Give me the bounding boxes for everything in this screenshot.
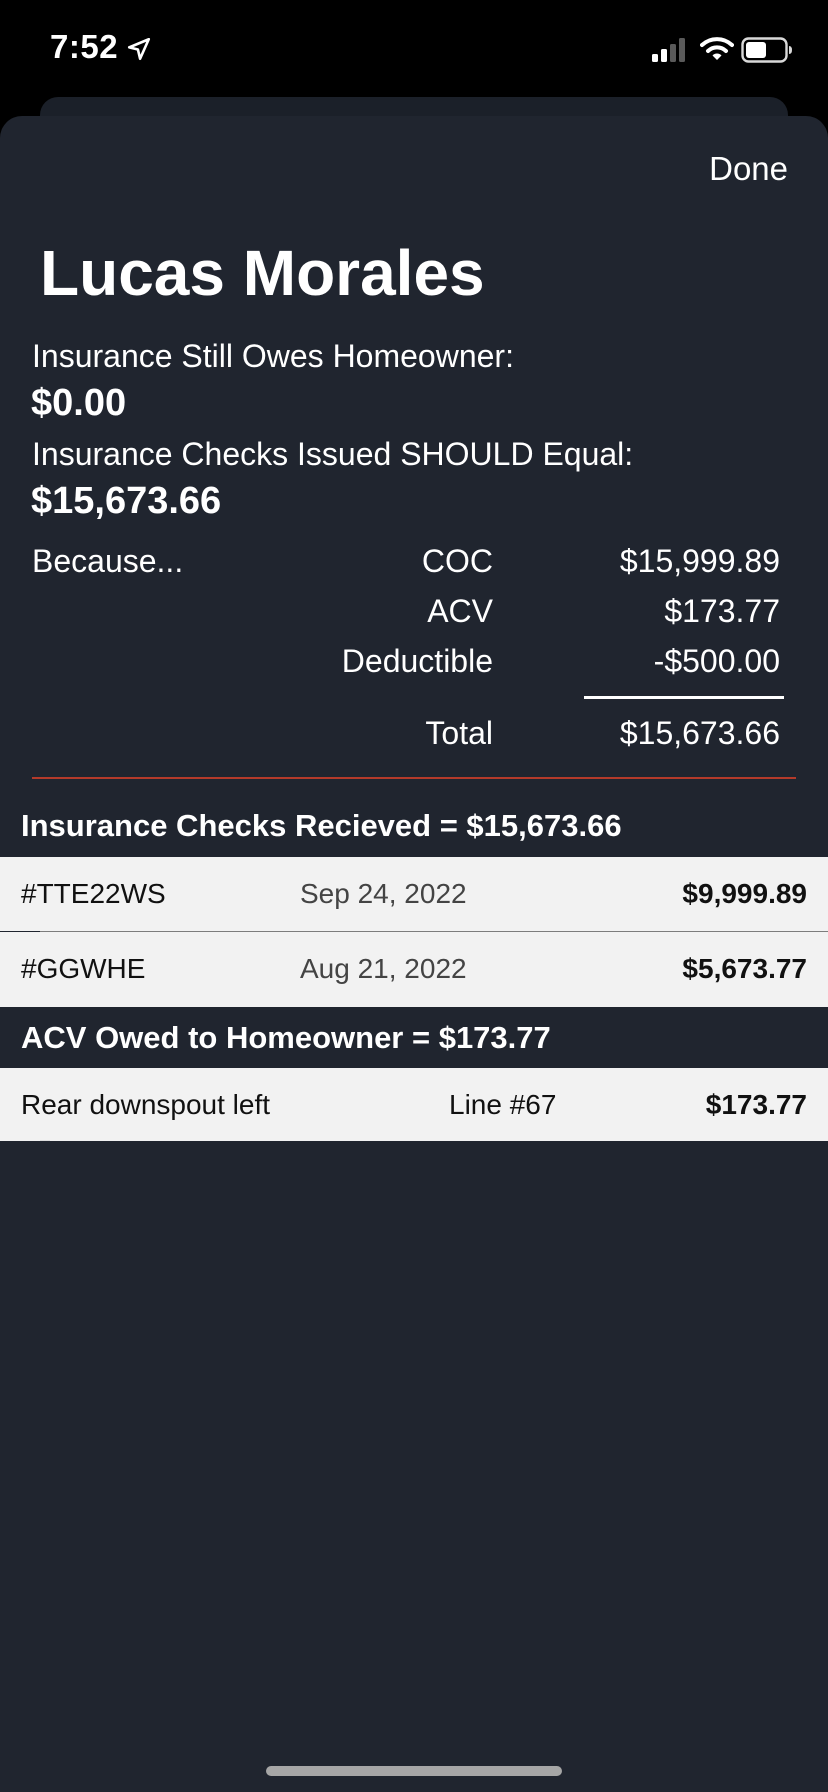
check-date: Aug 21, 2022 (300, 953, 467, 984)
acv-item-line: Line #67 (449, 1089, 557, 1120)
home-indicator[interactable] (266, 1766, 562, 1776)
customer-name: Lucas Morales (40, 237, 485, 309)
checks-received-heading: Insurance Checks Recieved = $15,673.66 (21, 808, 622, 843)
deductible-label: Deductible (341, 643, 493, 679)
coc-label: COC (421, 543, 493, 579)
acv-item-row[interactable]: Rear downspout left Line #67 $173.77 (0, 1068, 828, 1141)
deductible-value: -$500.00 (653, 643, 780, 679)
status-time: 7:52 (50, 28, 119, 65)
check-row[interactable]: #TTE22WS Sep 24, 2022 $9,999.89 (0, 857, 828, 931)
owes-label: Insurance Still Owes Homeowner: (32, 338, 514, 374)
total-label: Total (425, 715, 493, 751)
acv-owed-heading: ACV Owed to Homeowner = $173.77 (21, 1020, 551, 1055)
row-divider (40, 931, 828, 932)
check-amount: $9,999.89 (682, 878, 807, 909)
summary-sheet: Done Lucas Morales Insurance Still Owes … (0, 116, 828, 1792)
check-id: #TTE22WS (21, 878, 166, 909)
sum-divider (584, 696, 784, 699)
row-divider (40, 1140, 50, 1141)
status-bar: 7:52 (0, 0, 828, 100)
check-id: #GGWHE (21, 953, 146, 984)
cellular-signal-icon (652, 38, 685, 62)
acv-item-name: Rear downspout left (21, 1089, 271, 1120)
section-divider (32, 777, 796, 779)
battery-icon (741, 37, 792, 63)
done-button[interactable]: Done (709, 150, 788, 187)
because-label: Because... (32, 543, 184, 579)
wifi-icon (700, 37, 734, 60)
location-arrow-icon (127, 37, 151, 61)
issued-label: Insurance Checks Issued SHOULD Equal: (32, 436, 634, 472)
check-amount: $5,673.77 (682, 953, 807, 984)
issued-value: $15,673.66 (31, 480, 222, 522)
check-date: Sep 24, 2022 (300, 878, 467, 909)
acv-item-amount: $173.77 (705, 1089, 807, 1120)
total-value: $15,673.66 (619, 715, 780, 751)
acv-label: ACV (427, 593, 493, 629)
acv-value: $173.77 (664, 593, 780, 629)
owes-value: $0.00 (31, 382, 127, 424)
coc-value: $15,999.89 (619, 543, 780, 579)
check-row[interactable]: #GGWHE Aug 21, 2022 $5,673.77 (0, 932, 828, 1007)
